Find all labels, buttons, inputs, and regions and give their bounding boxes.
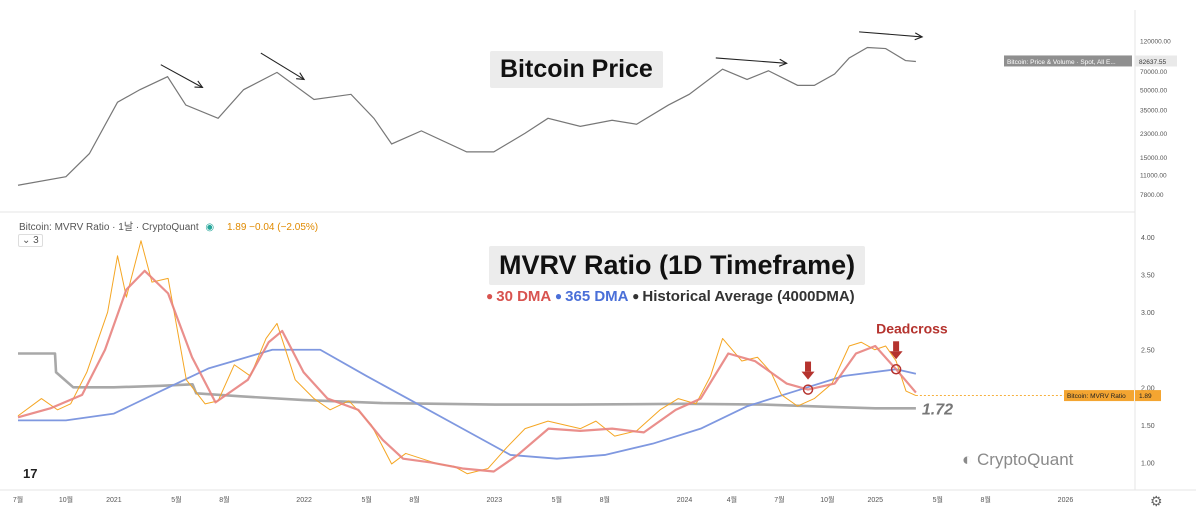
tradingview-logo[interactable]: 17 <box>23 466 38 481</box>
mvrv-tag-label: Bitcoin: MVRV Ratio <box>1067 393 1126 400</box>
price-tag-value: 82637.55 <box>1139 59 1166 66</box>
indicator-value: 1.89 −0.04 (−2.05%) <box>226 222 319 233</box>
time-tick-label: 5월 <box>361 495 371 504</box>
cross-marker-2024-circle <box>802 384 814 395</box>
time-tick-label: 4월 <box>727 495 737 504</box>
collapse-button[interactable]: ⌄ 3 <box>18 234 43 247</box>
time-tick-label: 7월 <box>774 495 784 504</box>
indicator-header[interactable]: Bitcoin: MVRV Ratio · 1날 · CryptoQuant ◉… <box>19 218 318 233</box>
indicator-name: Bitcoin: MVRV Ratio · 1날 · CryptoQuant <box>19 222 199 233</box>
trend-arrow-1-head <box>194 80 204 89</box>
deadcross-marker-circle <box>890 364 902 375</box>
trend-arrow-1 <box>160 64 203 88</box>
price-tag-box <box>1004 55 1132 67</box>
time-tick-label: 8월 <box>981 495 991 504</box>
dma30-line <box>17 269 917 473</box>
price-series-line <box>17 46 916 186</box>
deadcross-marker-arrow-shaft <box>893 341 900 352</box>
price-tick-label: 15000.00 <box>1140 155 1167 162</box>
mvrv-tick-label: 2.50 <box>1141 348 1155 355</box>
time-tick-label: 8월 <box>600 495 610 504</box>
trend-arrow-3-head <box>779 58 788 67</box>
price-tick-label: 11000.00 <box>1140 173 1167 180</box>
time-tick-label: 8월 <box>409 495 419 504</box>
trend-arrow-4 <box>859 31 923 38</box>
cryptoquant-logo: ◐ CryptoQuant <box>962 450 1073 470</box>
mvrv-tag-box <box>1064 390 1134 402</box>
price-tag-value-box <box>1135 55 1177 67</box>
price-tag-label: Bitcoin: Price & Volume · Spot, All E... <box>1007 59 1116 66</box>
price-tick-label: 23000.00 <box>1140 131 1167 138</box>
time-tick-label: 5월 <box>171 495 181 504</box>
time-tick-label: 2024 <box>677 497 693 504</box>
legend-365dma: ● 365 DMA <box>554 288 628 305</box>
time-tick-label: 10월 <box>59 495 73 504</box>
time-tick-label: 5월 <box>933 495 943 504</box>
time-tick-label: 2021 <box>106 497 122 504</box>
dma365-line <box>18 348 917 460</box>
mvrv-tag-value-box <box>1135 390 1161 402</box>
time-tick-label: 10월 <box>820 495 834 504</box>
cross-marker-2024-arrow-head <box>801 371 815 380</box>
price-tick-label: 7800.00 <box>1140 192 1164 199</box>
mvrv-tick-label: 1.00 <box>1141 460 1155 467</box>
historical-average-line <box>18 352 916 410</box>
deadcross-label: Deadcross <box>876 320 948 336</box>
cryptoquant-logo-text: CryptoQuant <box>977 450 1074 469</box>
mvrv-tick-label: 2.00 <box>1141 385 1155 392</box>
deadcross-marker-arrow-head <box>889 351 903 360</box>
cross-marker-2024-arrow-shaft <box>805 361 812 372</box>
trend-arrow-2-head <box>296 72 306 81</box>
price-tick-label: 35000.00 <box>1140 108 1167 115</box>
legend: ● 30 DMA ● 365 DMA ● Historical Average (40… <box>486 288 855 305</box>
time-tick-label: 2022 <box>296 497 312 504</box>
cryptoquant-logo-icon: ◐ <box>962 450 977 469</box>
status-dot-icon: ◉ <box>205 222 215 233</box>
historical-average-value-label: 1.72 <box>922 401 953 418</box>
price-title: Bitcoin Price <box>490 51 663 88</box>
legend-30dma: ● 30 DMA <box>486 288 551 305</box>
collapse-count: 3 <box>33 235 39 246</box>
mvrv-tick-label: 4.00 <box>1141 235 1155 242</box>
trend-arrow-3 <box>715 57 787 64</box>
trend-arrow-2 <box>260 52 305 80</box>
time-tick-label: 7월 <box>13 495 23 504</box>
settings-gear-icon[interactable]: ⚙ <box>1150 493 1163 509</box>
price-tick-label: 120000.00 <box>1140 39 1171 46</box>
legend-historical-average: ● Historical Average (4000DMA) <box>632 288 855 305</box>
mvrv-tick-label: 1.50 <box>1141 423 1155 430</box>
time-tick-label: 2023 <box>487 497 503 504</box>
time-tick-label: 2025 <box>867 497 883 504</box>
mvrv-tick-label: 3.00 <box>1141 310 1155 317</box>
trend-arrow-4-head <box>914 32 924 41</box>
time-tick-label: 2026 <box>1058 497 1074 504</box>
price-tick-label: 70000.00 <box>1140 69 1167 76</box>
price-tick-label: 50000.00 <box>1140 88 1167 95</box>
time-tick-label: 8월 <box>219 495 229 504</box>
mvrv-tag-value: 1.89 <box>1139 393 1152 400</box>
mvrv-title: MVRV Ratio (1D Timeframe) <box>489 246 866 285</box>
time-tick-label: 5월 <box>552 495 562 504</box>
mvrv-tick-label: 3.50 <box>1141 273 1155 280</box>
